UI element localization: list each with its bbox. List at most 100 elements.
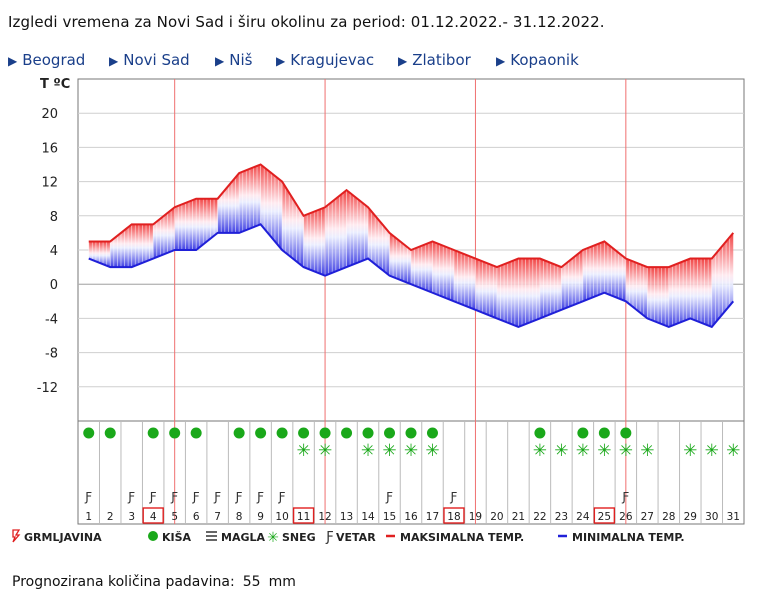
rain-icon bbox=[83, 427, 95, 439]
rain-icon bbox=[190, 427, 202, 439]
legend-label: SNEG bbox=[282, 531, 316, 544]
y-tick-label: -4 bbox=[45, 312, 58, 327]
snow-icon: ✳ bbox=[296, 441, 310, 461]
x-tick-label: 8 bbox=[236, 511, 243, 523]
rain-icon bbox=[620, 427, 632, 439]
precipitation-unit: mm bbox=[268, 574, 296, 590]
nav-link-kopaonik[interactable]: ▶ Kopaonik bbox=[496, 51, 579, 69]
max-temp-line bbox=[88, 163, 735, 269]
x-tick-label: 12 bbox=[318, 511, 331, 523]
y-tick-label: 0 bbox=[50, 278, 58, 293]
x-tick-label: 24 bbox=[576, 511, 590, 523]
y-tick-label: 20 bbox=[41, 107, 58, 122]
thunder-icon bbox=[12, 529, 21, 543]
legend-label: GRMLJAVINA bbox=[24, 531, 102, 544]
y-tick-label: -12 bbox=[37, 381, 58, 396]
snow-icon: ✳ bbox=[683, 441, 697, 461]
arrow-right-icon: ▶ bbox=[398, 54, 408, 68]
x-tick-label: 26 bbox=[619, 511, 633, 523]
rain-icon bbox=[276, 427, 288, 439]
wind-icon: Ƒ bbox=[149, 490, 157, 504]
nav-link-kragujevac[interactable]: ▶ Kragujevac bbox=[276, 51, 375, 69]
precipitation-amount: 55 bbox=[242, 574, 261, 590]
x-tick-label: 5 bbox=[171, 511, 178, 523]
x-tick-label: 22 bbox=[533, 511, 546, 523]
legend-label: VETAR bbox=[336, 531, 376, 544]
x-tick-label: 30 bbox=[705, 511, 718, 523]
x-tick-label: 17 bbox=[426, 511, 439, 523]
x-tick-label: 14 bbox=[361, 511, 375, 523]
snow-icon: ✳ bbox=[533, 441, 547, 461]
legend-label: MAGLA bbox=[221, 531, 265, 544]
arrow-right-icon: ▶ bbox=[8, 54, 18, 68]
precipitation-summary: Prognozirana količina padavina: 55 mm bbox=[12, 574, 296, 590]
nav-link-novi-sad[interactable]: ▶ Novi Sad bbox=[109, 51, 190, 69]
rain-icon bbox=[298, 427, 310, 439]
wind-icon: Ƒ bbox=[213, 490, 221, 504]
snow-icon: ✳ bbox=[361, 441, 375, 461]
rain-icon bbox=[104, 427, 116, 439]
snow-icon: ✳ bbox=[425, 441, 439, 461]
x-tick-label: 10 bbox=[275, 511, 288, 523]
rain-icon bbox=[169, 427, 181, 439]
rain-icon bbox=[319, 427, 331, 439]
page-title: Izgledi vremena za Novi Sad i širu okoli… bbox=[8, 13, 605, 31]
nav-link-beograd[interactable]: ▶ Beograd bbox=[8, 51, 86, 69]
x-tick-label: 18 bbox=[447, 511, 460, 523]
x-tick-label: 9 bbox=[257, 511, 264, 523]
rain-icon bbox=[384, 427, 396, 439]
arrow-right-icon: ▶ bbox=[276, 54, 286, 68]
x-tick-label: 25 bbox=[598, 511, 611, 523]
highlighted-day-box bbox=[593, 507, 616, 524]
rain-icon bbox=[598, 427, 610, 439]
wind-icon: Ƒ bbox=[450, 490, 458, 504]
x-tick-label: 7 bbox=[214, 511, 221, 523]
y-tick-label: -8 bbox=[45, 347, 58, 362]
x-tick-label: 23 bbox=[555, 511, 568, 523]
legend-label: MINIMALNA TEMP. bbox=[572, 531, 685, 544]
y-tick-label: 12 bbox=[41, 176, 58, 191]
x-tick-label: 19 bbox=[469, 511, 482, 523]
snow-icon: ✳ bbox=[619, 441, 633, 461]
arrow-right-icon: ▶ bbox=[215, 54, 225, 68]
x-tick-label: 1 bbox=[85, 511, 92, 523]
x-tick-label: 4 bbox=[150, 511, 157, 523]
rain-icon bbox=[426, 427, 438, 439]
nav-link-zlatibor[interactable]: ▶ Zlatibor bbox=[398, 51, 471, 69]
snow-icon: ✳ bbox=[404, 441, 418, 461]
rain-icon bbox=[341, 427, 353, 439]
snow-icon: ✳ bbox=[318, 441, 332, 461]
snow-icon: ✳ bbox=[597, 441, 611, 461]
x-tick-label: 3 bbox=[128, 511, 135, 523]
wind-icon: Ƒ bbox=[170, 490, 178, 504]
wind-icon: Ƒ bbox=[192, 490, 200, 504]
highlighted-day-box bbox=[142, 507, 164, 524]
legend-label: KIŠA bbox=[162, 531, 192, 544]
rain-icon bbox=[534, 427, 546, 439]
wind-icon: Ƒ bbox=[621, 490, 629, 504]
x-tick-label: 31 bbox=[727, 511, 740, 523]
rain-icon bbox=[577, 427, 589, 439]
wind-icon: Ƒ bbox=[278, 490, 286, 504]
wind-icon: Ƒ bbox=[84, 490, 92, 504]
x-tick-label: 2 bbox=[107, 511, 114, 523]
nav-link-nis[interactable]: ▶ Niš bbox=[215, 51, 253, 69]
rain-icon bbox=[362, 427, 374, 439]
snow-icon: ✳ bbox=[640, 441, 654, 461]
snow-icon: ✳ bbox=[726, 441, 740, 461]
x-tick-label: 28 bbox=[662, 511, 675, 523]
precipitation-label: Prognozirana količina padavina: bbox=[12, 574, 235, 590]
legend-label: MAKSIMALNA TEMP. bbox=[400, 531, 524, 544]
x-tick-label: 15 bbox=[383, 511, 396, 523]
x-tick-label: 13 bbox=[340, 511, 353, 523]
x-tick-label: 11 bbox=[297, 511, 310, 523]
wind-icon: Ƒ bbox=[256, 490, 264, 504]
min-temp-line bbox=[88, 223, 735, 329]
x-tick-label: 29 bbox=[684, 511, 697, 523]
x-tick-label: 27 bbox=[641, 511, 654, 523]
rain-icon bbox=[148, 531, 158, 541]
arrow-right-icon: ▶ bbox=[496, 54, 506, 68]
snow-icon: ✳ bbox=[705, 441, 719, 461]
x-tick-label: 20 bbox=[490, 511, 503, 523]
snow-icon: ✳ bbox=[382, 441, 396, 461]
